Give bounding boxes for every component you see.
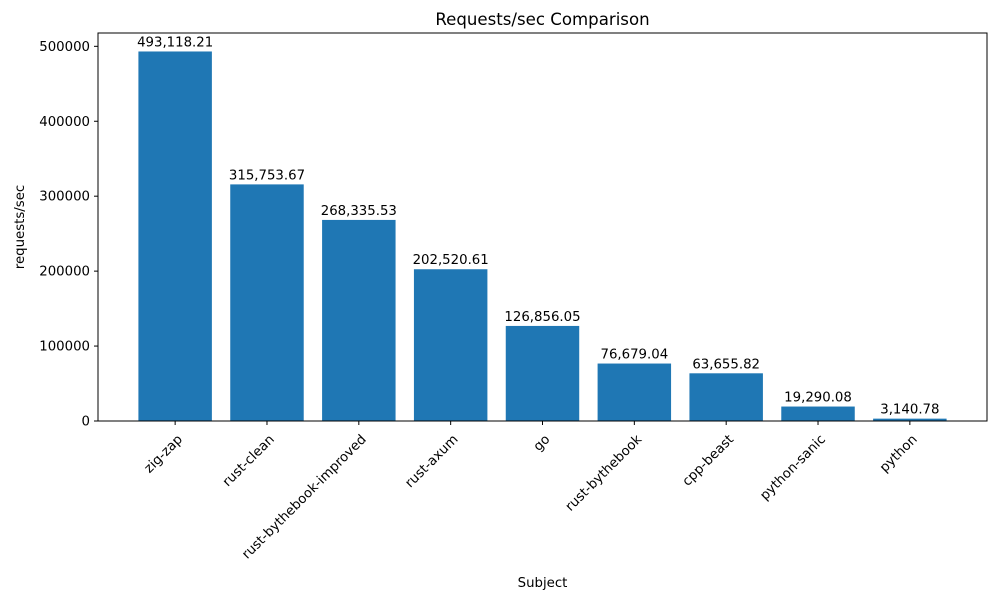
bar-value-label: 493,118.21: [137, 35, 213, 50]
bar-value-label: 76,679.04: [600, 348, 668, 363]
chart-title: Requests/sec Comparison: [435, 10, 649, 29]
x-tick-label-zig-zap: zig-zap: [142, 432, 186, 476]
x-tick-label-rust-axum: rust-axum: [403, 432, 462, 491]
bar-value-label: 315,753.67: [229, 168, 305, 183]
bar-rust-axum: [413, 269, 488, 421]
y-tick-label: 400000: [39, 115, 90, 130]
y-axis-label: requests/sec: [13, 185, 28, 269]
x-tick-label-cpp-beast: cpp-beast: [680, 432, 737, 489]
x-tick-label-python: python: [877, 432, 920, 475]
bar-python: [873, 418, 947, 421]
y-tick-label: 200000: [39, 265, 90, 280]
bar-zig-zap: [138, 51, 212, 421]
x-axis-label: Subject: [518, 576, 568, 591]
x-tick-label-python-sanic: python-sanic: [758, 432, 829, 503]
bar-rust-bythebook: [597, 363, 672, 421]
y-tick-label: 100000: [39, 340, 90, 355]
bar-value-label: 268,335.53: [321, 204, 397, 219]
bar-rust-bythebook-improved: [322, 219, 396, 421]
x-tick-label-rust-clean: rust-clean: [220, 432, 278, 490]
bar-value-label: 126,856.05: [504, 310, 580, 325]
bar-python-sanic: [781, 406, 855, 421]
bar-value-label: 3,140.78: [880, 403, 939, 418]
bar-go: [505, 325, 580, 421]
x-tick-label-go: go: [531, 432, 553, 454]
x-tick-label-rust-bythebook: rust-bythebook: [563, 432, 646, 515]
bar-cpp-beast: [689, 373, 763, 421]
y-tick-label: 0: [82, 415, 90, 430]
bar-value-label: 19,290.08: [784, 391, 852, 406]
y-tick-label: 300000: [39, 190, 90, 205]
bar-value-label: 202,520.61: [413, 253, 489, 268]
bar-value-label: 63,655.82: [692, 357, 760, 372]
y-tick-label: 500000: [39, 40, 90, 55]
bar-rust-clean: [230, 184, 304, 421]
